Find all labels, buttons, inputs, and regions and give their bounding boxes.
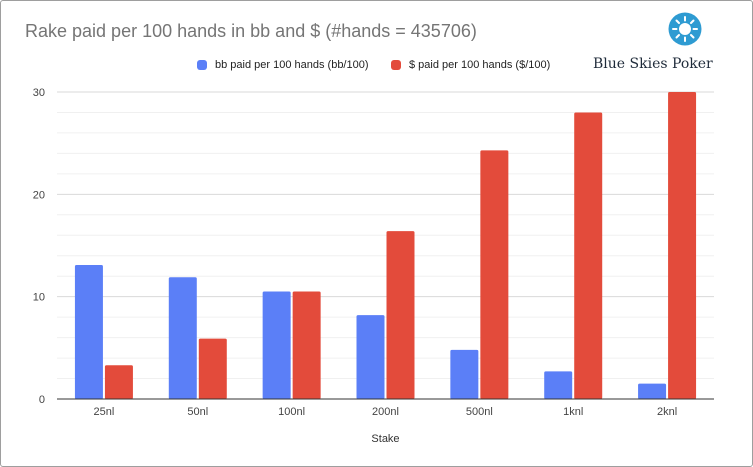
x-tick-label: 50nl [187, 406, 208, 418]
bar-dollar-2knl [668, 92, 697, 399]
x-axis-title: Stake [371, 433, 399, 445]
bar-bb-200nl [356, 315, 385, 399]
y-tick-label: 30 [33, 87, 45, 99]
bar-bb-25nl [74, 264, 103, 399]
y-tick-label: 0 [39, 394, 45, 406]
bar-bb-2knl [638, 383, 667, 399]
bar-bb-500nl [450, 349, 479, 399]
bar-bb-50nl [168, 277, 197, 399]
x-tick-label: 200nl [372, 406, 399, 418]
x-tick-label: 500nl [466, 406, 493, 418]
legend-label-dollar: $ paid per 100 hands ($/100) [409, 59, 551, 71]
bar-dollar-25nl [104, 365, 133, 399]
y-tick-label: 20 [33, 189, 45, 201]
legend-label-bb: bb paid per 100 hands (bb/100) [215, 59, 369, 71]
bar-bb-1knl [544, 371, 573, 399]
bar-dollar-1knl [574, 112, 603, 399]
bar-dollar-200nl [386, 231, 415, 399]
legend-swatch-bb [197, 60, 207, 70]
x-tick-label: 2knl [657, 406, 677, 418]
bar-dollar-50nl [198, 338, 227, 399]
x-tick-label: 1knl [563, 406, 583, 418]
bar-bb-100nl [262, 291, 291, 399]
y-tick-label: 10 [33, 292, 45, 304]
bar-dollar-500nl [480, 150, 509, 399]
logo-text: Blue Skies Poker [593, 56, 713, 72]
sun-icon [668, 12, 702, 46]
chart-title: Rake paid per 100 hands in bb and $ (#ha… [25, 21, 477, 41]
x-tick-label: 25nl [94, 406, 115, 418]
legend-swatch-dollar [391, 60, 401, 70]
bar-dollar-100nl [292, 291, 321, 399]
x-tick-label: 100nl [278, 406, 305, 418]
